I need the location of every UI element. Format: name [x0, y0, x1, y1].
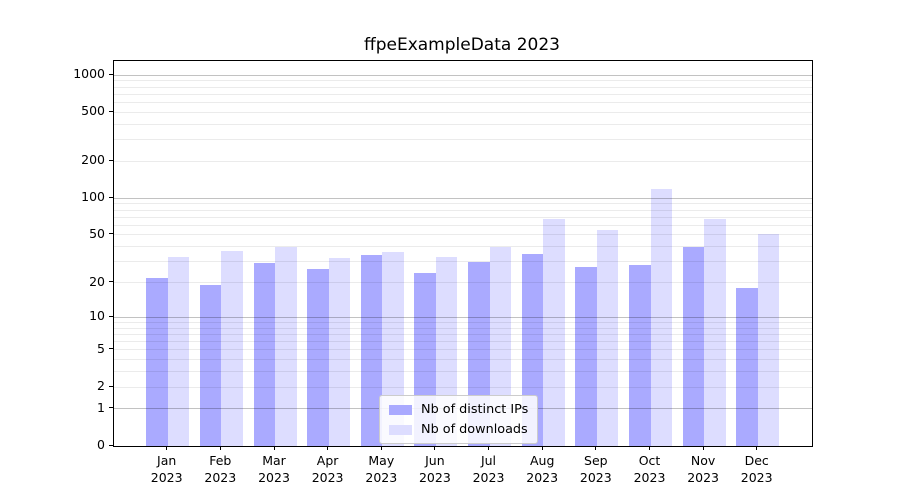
x-tick-label-feb: Feb 2023 [204, 453, 237, 485]
y-tick-label-100: 100 [81, 189, 105, 205]
x-tick-label-mar: Mar 2023 [258, 453, 290, 485]
y-tick-mark [109, 407, 113, 409]
y-tick-mark [109, 385, 113, 387]
bar-apr-downloads [328, 258, 351, 446]
y-tick-label-50: 50 [89, 225, 105, 241]
minor-gridline [114, 111, 812, 113]
bar-nov-downloads [704, 218, 726, 446]
y-tick-mark [109, 281, 113, 283]
y-tick-label-5: 5 [97, 340, 105, 356]
bar-apr-distinct-ips [307, 269, 329, 446]
bar-feb-distinct-ips [199, 285, 222, 446]
x-tick-label-jan: Jan 2023 [150, 453, 183, 485]
legend-label-distinct-ips: Nb of distinct IPs [421, 402, 529, 417]
x-tick-mark [434, 446, 436, 450]
y-tick-mark [109, 233, 113, 235]
x-tick-mark [756, 446, 758, 450]
bar-mar-distinct-ips [253, 263, 275, 446]
y-tick-label-500: 500 [81, 103, 105, 119]
bar-sep-downloads [596, 229, 619, 446]
bar-sep-distinct-ips [575, 267, 597, 446]
y-tick-label-10: 10 [89, 308, 105, 324]
x-tick-label-jun: Jun 2023 [418, 453, 451, 485]
bar-oct-distinct-ips [629, 265, 651, 446]
x-tick-mark [166, 446, 168, 450]
minor-gridline [114, 123, 812, 125]
x-tick-mark [541, 446, 543, 450]
bar-may-distinct-ips [360, 255, 383, 446]
legend-item-downloads: Nb of downloads [389, 421, 528, 438]
y-tick-label-20: 20 [89, 273, 105, 289]
major-gridline [114, 74, 812, 76]
y-tick-mark [109, 110, 113, 112]
minor-gridline [114, 216, 812, 218]
bar-dec-downloads [757, 233, 780, 446]
bar-feb-downloads [221, 250, 243, 446]
x-tick-label-apr: Apr 2023 [311, 453, 344, 485]
y-tick-mark [109, 73, 113, 75]
y-tick-mark [109, 315, 113, 317]
minor-gridline [114, 102, 812, 104]
bar-mar-downloads [275, 246, 297, 446]
minor-gridline [114, 93, 812, 95]
minor-gridline [114, 86, 812, 88]
minor-gridline [114, 203, 812, 205]
x-tick-label-sep: Sep 2023 [579, 453, 612, 485]
bar-jan-distinct-ips [146, 277, 168, 446]
x-tick-mark [488, 446, 489, 450]
major-gridline [114, 197, 812, 199]
x-tick-label-dec: Dec 2023 [740, 453, 773, 485]
legend: Nb of distinct IPs Nb of downloads [379, 395, 539, 444]
x-tick-label-nov: Nov 2023 [687, 453, 719, 485]
y-tick-mark [109, 444, 113, 446]
x-tick-mark [273, 446, 275, 450]
bar-oct-downloads [650, 188, 672, 446]
chart-title: ffpeExampleData 2023 [364, 35, 560, 55]
x-tick-mark [595, 446, 597, 450]
legend-swatch-distinct-ips-icon [389, 404, 412, 415]
y-tick-mark [109, 348, 113, 350]
minor-gridline [114, 209, 812, 211]
y-tick-label-0: 0 [97, 437, 105, 452]
y-tick-mark [109, 196, 113, 198]
x-tick-label-aug: Aug 2023 [526, 453, 559, 485]
plot-area: Nb of distinct IPs Nb of downloads [113, 60, 813, 447]
bar-jan-downloads [167, 256, 190, 446]
x-tick-label-oct: Oct 2023 [633, 453, 666, 485]
minor-gridline [114, 139, 812, 141]
x-tick-mark [380, 446, 382, 450]
x-tick-mark [649, 446, 650, 450]
bar-dec-distinct-ips [736, 287, 758, 446]
legend-item-distinct-ips: Nb of distinct IPs [389, 401, 528, 418]
minor-gridline [114, 80, 812, 82]
bar-nov-distinct-ips [682, 246, 705, 446]
legend-label-downloads: Nb of downloads [421, 422, 528, 437]
x-tick-mark [327, 446, 329, 450]
y-tick-mark [109, 159, 113, 161]
minor-gridline [114, 160, 812, 162]
x-tick-label-may: May 2023 [365, 453, 398, 485]
bar-aug-downloads [543, 218, 565, 446]
y-tick-label-2: 2 [97, 378, 105, 393]
y-tick-label-1: 1 [97, 399, 105, 415]
legend-swatch-downloads-icon [389, 424, 412, 435]
x-tick-mark [219, 446, 221, 450]
x-tick-label-jul: Jul 2023 [472, 453, 505, 485]
x-tick-mark [702, 446, 704, 450]
y-tick-label-200: 200 [81, 152, 105, 168]
y-tick-label-1000: 1000 [73, 66, 105, 82]
